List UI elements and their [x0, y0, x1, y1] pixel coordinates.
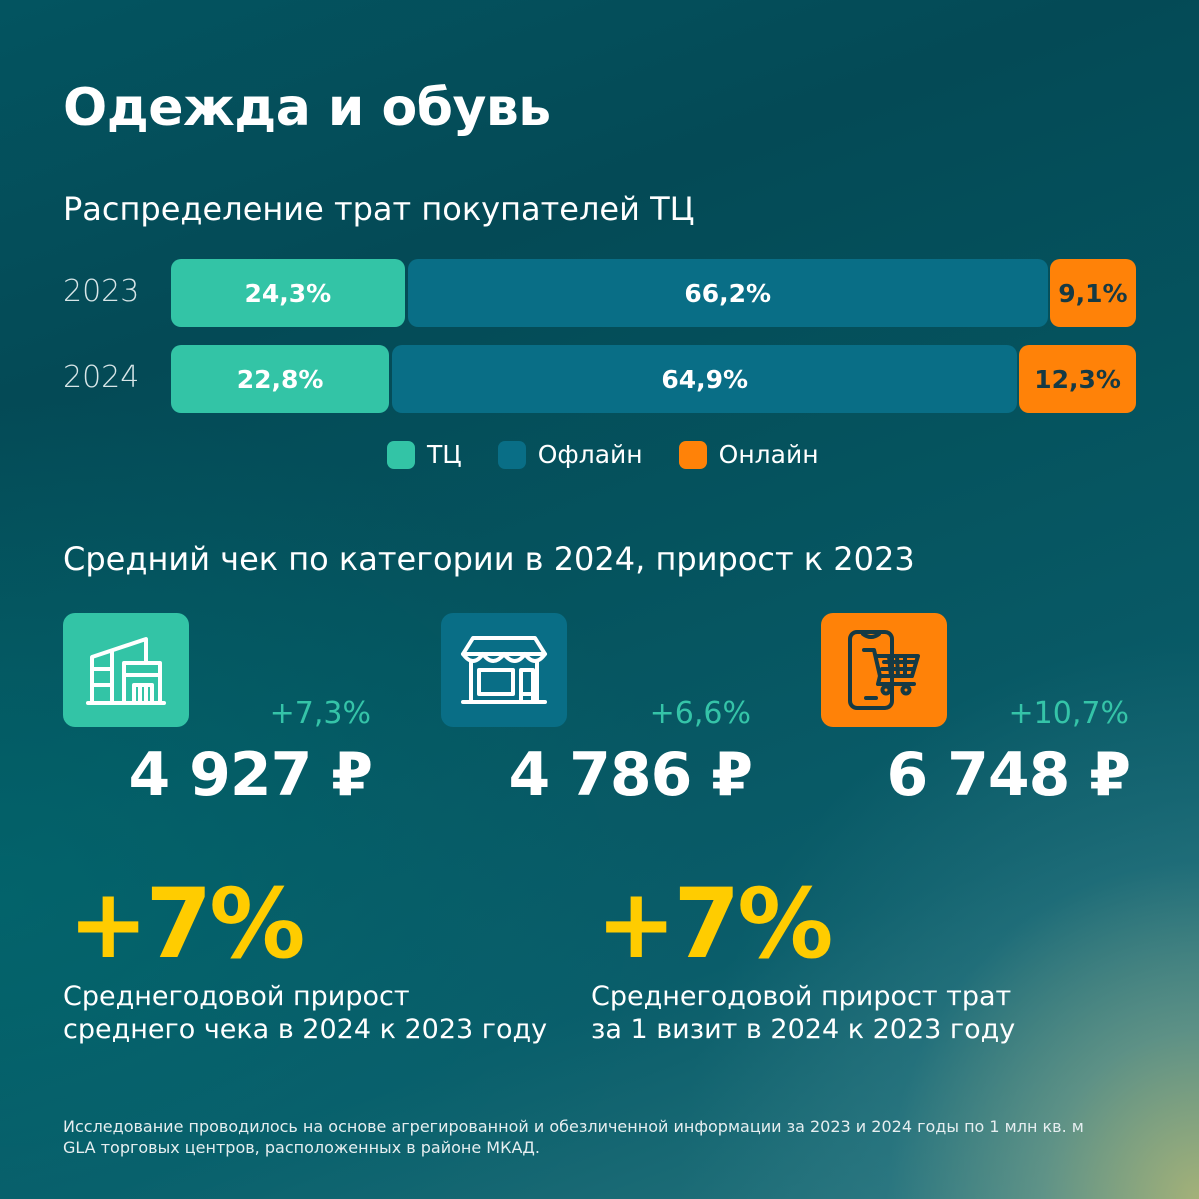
legend-item-offline: Офлайн	[497, 440, 643, 469]
legend-label-mall: ТЦ	[427, 440, 462, 469]
highlight-desc-avg-check: Среднегодовой прирост среднего чека в 20…	[63, 980, 547, 1046]
highlight-desc-line1: Среднегодовой прирост	[63, 981, 410, 1012]
bar-segment-offline-2023: 66,2%	[407, 259, 1048, 327]
legend-swatch-offline	[497, 440, 526, 469]
amount-offline: 4 786 ₽	[508, 740, 753, 810]
mall-icon-tile	[63, 613, 189, 727]
legend-label-online: Онлайн	[718, 440, 819, 469]
year-label-2024: 2024	[63, 360, 140, 395]
highlight-value-visit-spend: +7%	[596, 868, 833, 980]
bar-segment-offline-2024: 64,9%	[392, 345, 1018, 413]
bar-segment-online-2023: 9,1%	[1049, 259, 1136, 327]
stacked-bar-2023: 24,3% 66,2% 9,1%	[171, 259, 1137, 327]
legend-swatch-mall	[387, 440, 415, 469]
delta-mall: +7,3%	[269, 696, 371, 731]
amount-mall: 4 927 ₽	[128, 740, 373, 810]
avg-check-title: Средний чек по категории в 2024, прирост…	[63, 540, 915, 578]
amount-online: 6 748 ₽	[886, 740, 1131, 810]
building-icon	[86, 637, 166, 705]
delta-online: +10,7%	[1008, 696, 1129, 731]
bar-segment-mall-2024: 22,8%	[171, 345, 390, 413]
phone-cart-icon	[848, 630, 920, 710]
footnote: Исследование проводилось на основе агрег…	[63, 1116, 1143, 1158]
highlight-value-avg-check: +7%	[68, 868, 305, 980]
online-icon-tile	[821, 613, 947, 727]
stacked-bar-2024: 22,8% 64,9% 12,3%	[171, 345, 1137, 413]
legend-label-offline: Офлайн	[537, 440, 643, 469]
highlight-desc-line1: Среднегодовой прирост трат	[591, 981, 1012, 1012]
distribution-title: Распределение трат покупателей ТЦ	[63, 190, 695, 228]
storefront-icon	[461, 636, 547, 704]
footnote-line1: Исследование проводилось на основе агрег…	[63, 1117, 1084, 1136]
offline-icon-tile	[441, 613, 567, 727]
year-label-2023: 2023	[63, 274, 140, 309]
legend-swatch-online	[678, 440, 707, 469]
chart-legend: ТЦ Офлайн Онлайн	[387, 440, 855, 469]
page-title: Одежда и обувь	[63, 78, 551, 138]
delta-offline: +6,6%	[649, 696, 751, 731]
highlight-desc-line2: среднего чека в 2024 к 2023 году	[63, 1014, 548, 1045]
highlight-desc-line2: за 1 визит в 2024 к 2023 году	[591, 1014, 1016, 1045]
footnote-line2: GLA торговых центров, расположенных в ра…	[63, 1138, 540, 1157]
bar-segment-mall-2023: 24,3%	[171, 259, 405, 327]
bar-segment-online-2024: 12,3%	[1019, 345, 1136, 413]
legend-item-online: Онлайн	[678, 440, 819, 469]
legend-item-mall: ТЦ	[387, 440, 462, 469]
highlight-desc-visit-spend: Среднегодовой прирост трат за 1 визит в …	[591, 980, 1015, 1046]
